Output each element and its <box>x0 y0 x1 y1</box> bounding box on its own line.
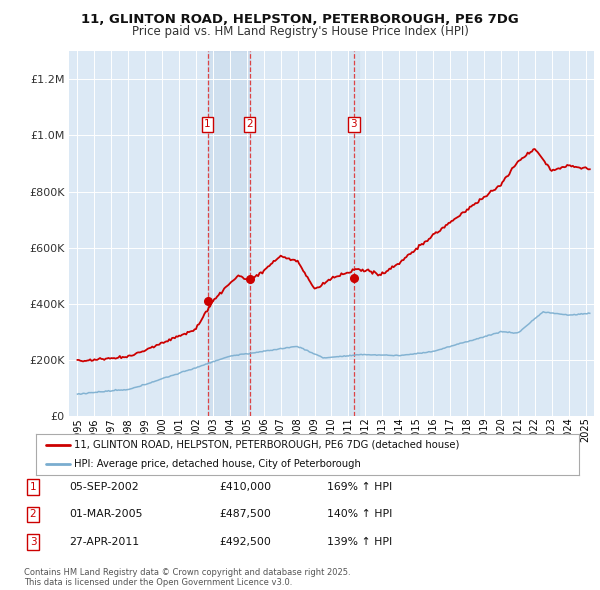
Text: HPI: Average price, detached house, City of Peterborough: HPI: Average price, detached house, City… <box>74 459 361 469</box>
Bar <box>208 51 250 416</box>
Text: 05-SEP-2002: 05-SEP-2002 <box>69 482 139 491</box>
Text: 3: 3 <box>350 119 357 129</box>
Text: 11, GLINTON ROAD, HELPSTON, PETERBOROUGH, PE6 7DG (detached house): 11, GLINTON ROAD, HELPSTON, PETERBOROUGH… <box>74 440 460 450</box>
Text: 1: 1 <box>204 119 211 129</box>
Text: £410,000: £410,000 <box>219 482 271 491</box>
Text: £492,500: £492,500 <box>219 537 271 547</box>
Text: 2: 2 <box>29 510 37 519</box>
Text: 27-APR-2011: 27-APR-2011 <box>69 537 139 547</box>
Text: 01-MAR-2005: 01-MAR-2005 <box>69 510 143 519</box>
Text: 11, GLINTON ROAD, HELPSTON, PETERBOROUGH, PE6 7DG: 11, GLINTON ROAD, HELPSTON, PETERBOROUGH… <box>81 13 519 26</box>
Text: £487,500: £487,500 <box>219 510 271 519</box>
Text: 169% ↑ HPI: 169% ↑ HPI <box>327 482 392 491</box>
Text: 2: 2 <box>246 119 253 129</box>
Bar <box>349 51 359 416</box>
Text: 3: 3 <box>29 537 37 547</box>
Text: Price paid vs. HM Land Registry's House Price Index (HPI): Price paid vs. HM Land Registry's House … <box>131 25 469 38</box>
Text: 140% ↑ HPI: 140% ↑ HPI <box>327 510 392 519</box>
Text: 1: 1 <box>29 482 37 491</box>
Text: 139% ↑ HPI: 139% ↑ HPI <box>327 537 392 547</box>
Text: Contains HM Land Registry data © Crown copyright and database right 2025.
This d: Contains HM Land Registry data © Crown c… <box>24 568 350 587</box>
